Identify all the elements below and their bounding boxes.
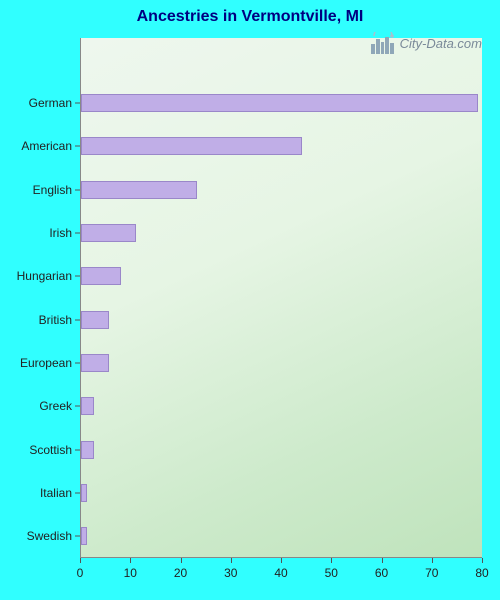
x-tick	[130, 558, 131, 563]
bar-row	[81, 311, 109, 329]
bar-row	[81, 527, 87, 545]
chart-container: Ancestries in Vermontville, MI City-Data…	[0, 0, 500, 600]
plot-wrap: GermanAmericanEnglishIrishHungarianBriti…	[80, 38, 482, 558]
y-axis-label: English	[33, 183, 72, 197]
y-tick	[75, 276, 80, 277]
x-tick	[231, 558, 232, 563]
citydata-logo: City-Data.com	[370, 32, 482, 54]
skyline-icon	[370, 32, 396, 54]
bar-row	[81, 397, 94, 415]
y-tick	[75, 406, 80, 407]
bar-row	[81, 181, 197, 199]
bar	[81, 397, 94, 415]
logo-text: City-Data.com	[400, 36, 482, 51]
bar	[81, 441, 94, 459]
y-axis-label: Swedish	[27, 529, 72, 543]
y-tick	[75, 493, 80, 494]
y-tick	[75, 363, 80, 364]
x-axis-label: 50	[325, 566, 338, 580]
bar-row	[81, 267, 121, 285]
x-axis-label: 70	[425, 566, 438, 580]
bar	[81, 527, 87, 545]
y-axis-label: German	[29, 96, 72, 110]
bar	[81, 267, 121, 285]
y-axis-label: Italian	[40, 486, 72, 500]
y-tick	[75, 103, 80, 104]
bar-row	[81, 137, 302, 155]
y-tick	[75, 146, 80, 147]
bar-row	[81, 354, 109, 372]
bar	[81, 94, 478, 112]
y-tick	[75, 189, 80, 190]
x-tick	[432, 558, 433, 563]
bar	[81, 224, 136, 242]
y-axis-label: American	[21, 139, 72, 153]
y-axis-label: British	[39, 313, 72, 327]
bar	[81, 484, 87, 502]
y-tick	[75, 449, 80, 450]
bar	[81, 354, 109, 372]
y-axis-label: Irish	[49, 226, 72, 240]
x-axis-label: 80	[475, 566, 488, 580]
y-tick	[75, 319, 80, 320]
plot-area	[80, 38, 482, 558]
x-axis-label: 30	[224, 566, 237, 580]
bar	[81, 311, 109, 329]
bar-row	[81, 441, 94, 459]
x-tick	[482, 558, 483, 563]
y-axis-label: Hungarian	[17, 269, 72, 283]
bar	[81, 137, 302, 155]
x-axis-label: 40	[274, 566, 287, 580]
x-tick	[80, 558, 81, 563]
bar-row	[81, 484, 87, 502]
x-tick	[331, 558, 332, 563]
chart-title: Ancestries in Vermontville, MI	[0, 0, 500, 26]
x-axis-label: 10	[124, 566, 137, 580]
y-axis-label: European	[20, 356, 72, 370]
x-axis-label: 60	[375, 566, 388, 580]
y-axis-label: Scottish	[29, 443, 72, 457]
y-axis-label: Greek	[39, 399, 72, 413]
x-axis-label: 20	[174, 566, 187, 580]
x-axis-label: 0	[77, 566, 84, 580]
y-tick	[75, 536, 80, 537]
y-tick	[75, 233, 80, 234]
bar	[81, 181, 197, 199]
x-tick	[181, 558, 182, 563]
bar-row	[81, 224, 136, 242]
bar-row	[81, 94, 478, 112]
x-tick	[281, 558, 282, 563]
x-tick	[382, 558, 383, 563]
